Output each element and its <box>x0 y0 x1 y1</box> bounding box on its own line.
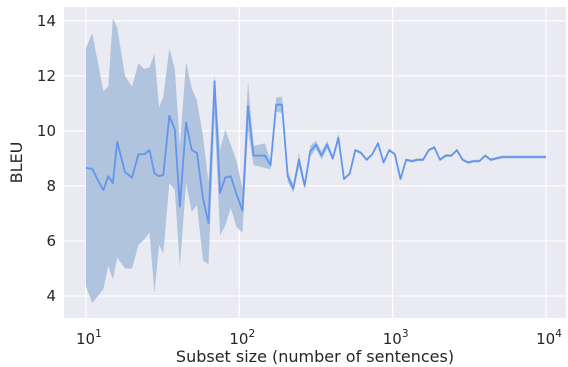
y-tick-label: 14 <box>37 12 56 30</box>
bleu-series-line <box>85 80 547 224</box>
y-tick-label: 6 <box>46 232 56 250</box>
x-tick-labels: 101 102 103 104 <box>76 328 562 348</box>
y-tick-label: 10 <box>37 122 56 140</box>
y-tick-label: 8 <box>46 177 56 195</box>
x-tick-label: 103 <box>383 328 409 348</box>
x-tick-label: 101 <box>76 328 102 348</box>
confidence-band <box>85 18 547 303</box>
y-axis-label: BLEU <box>7 142 26 184</box>
x-tick-label: 102 <box>229 328 255 348</box>
y-tick-label: 4 <box>46 287 56 305</box>
x-tick-label: 104 <box>536 328 562 348</box>
x-axis-label: Subset size (number of sentences) <box>176 347 454 366</box>
y-tick-labels: 4 6 8 10 12 14 <box>37 12 56 305</box>
y-tick-label: 12 <box>37 67 56 85</box>
